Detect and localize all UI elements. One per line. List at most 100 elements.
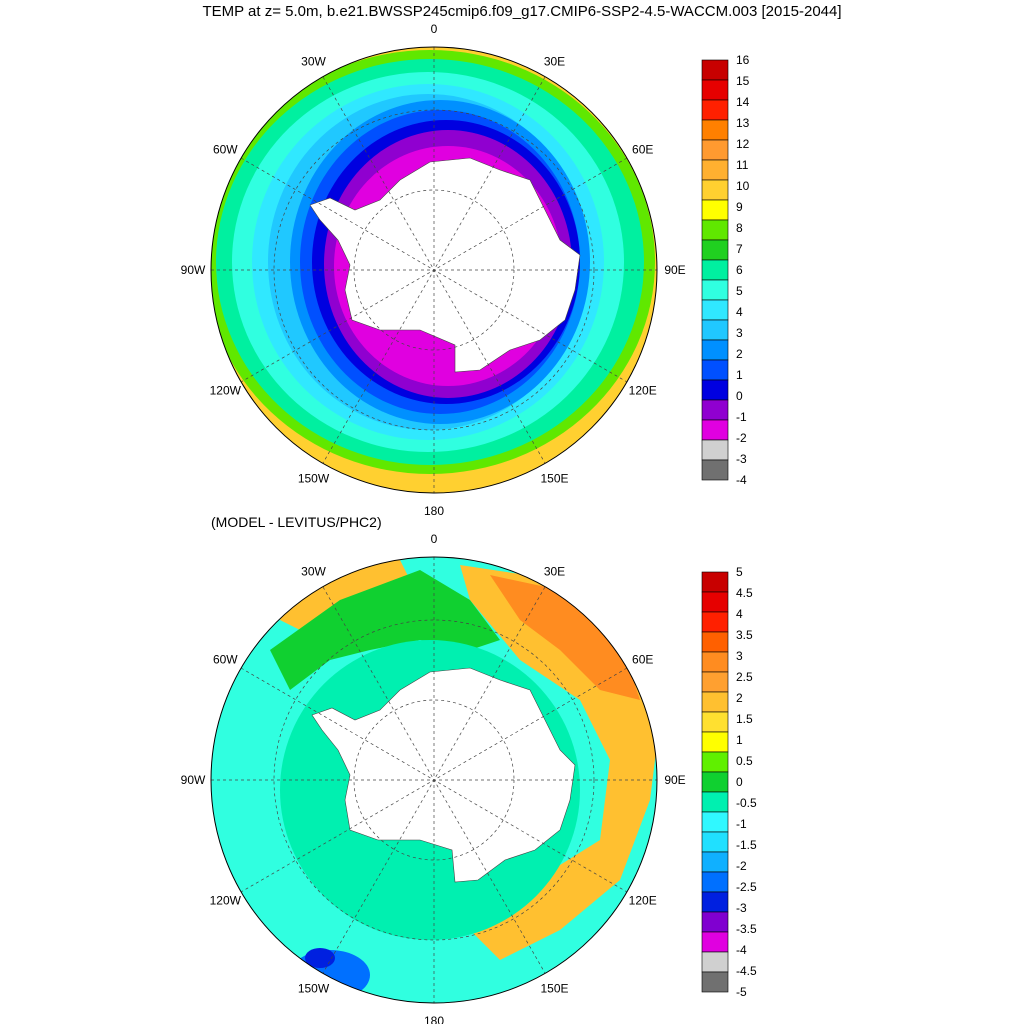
colorbar-tick-label: -4	[736, 943, 747, 957]
colorbar-tick-label: 1	[736, 368, 743, 382]
colorbar-tick-label: 10	[736, 179, 750, 193]
lon-label: 180	[424, 1014, 444, 1024]
lon-label: 120W	[210, 384, 242, 398]
lon-label: 90E	[664, 263, 685, 277]
lon-label: 30W	[301, 564, 326, 578]
colorbar-swatch	[701, 239, 729, 261]
colorbar-tick-label: -3	[736, 901, 747, 915]
lon-label: 0	[431, 532, 438, 546]
colorbar-tick-label: 1.5	[736, 712, 753, 726]
colorbar-swatch	[701, 791, 729, 813]
colorbar-tick-label: 9	[736, 200, 743, 214]
lon-label: 120W	[210, 894, 242, 908]
bottom-polar-map: 0 30E 60E 90E 120E 150E 180 150W 120W 90W 60W 30W	[181, 532, 686, 1024]
bottom-zero-band	[270, 570, 500, 690]
colorbar-tick-label: 0	[736, 389, 743, 403]
bottom-antarctica	[311, 667, 576, 883]
lon-label: 120E	[629, 894, 657, 908]
bottom-cold-core	[305, 948, 335, 968]
top-polar-map: 0 30E 60E 90E 120E 150E 180 150W 120W 90W 60W 30W	[181, 22, 686, 518]
lon-label: 60E	[632, 143, 653, 157]
colorbar-tick-label: -0.5	[736, 796, 757, 810]
lon-label: 30E	[544, 54, 565, 68]
colorbar-swatch	[701, 319, 729, 341]
lon-label: 150E	[540, 472, 568, 486]
colorbar-tick-label: 0.5	[736, 754, 753, 768]
lon-label: 90E	[664, 773, 685, 787]
colorbar-swatch	[701, 199, 729, 221]
colorbar-tick-label: -5	[736, 985, 747, 999]
colorbar-swatch	[701, 99, 729, 121]
colorbar-tick-label: -1	[736, 817, 747, 831]
colorbar-tick-label: -2.5	[736, 880, 757, 894]
colorbar-tick-label: 6	[736, 263, 743, 277]
colorbar-swatch	[701, 891, 729, 913]
colorbar-swatch	[701, 631, 729, 653]
colorbar-swatch	[701, 339, 729, 361]
colorbar-tick-label: -2	[736, 431, 747, 445]
colorbar-swatch	[701, 691, 729, 713]
colorbar-swatch	[701, 771, 729, 793]
colorbar-swatch	[701, 379, 729, 401]
colorbar-swatch	[701, 911, 729, 933]
colorbar-swatch	[701, 279, 729, 301]
colorbar-tick-label: 5	[736, 284, 743, 298]
colorbar-swatch	[701, 439, 729, 461]
lon-label: 30W	[301, 54, 326, 68]
colorbar-tick-label: 4.5	[736, 586, 753, 600]
lon-label: 60E	[632, 653, 653, 667]
colorbar-tick-label: -1	[736, 410, 747, 424]
colorbar-swatch	[701, 931, 729, 953]
colorbar-tick-label: 3	[736, 649, 743, 663]
colorbar-swatch	[701, 811, 729, 833]
lon-label: 60W	[213, 653, 238, 667]
colorbar-tick-label: 4	[736, 305, 743, 319]
lon-label: 60W	[213, 143, 238, 157]
colorbar-swatch	[701, 139, 729, 161]
lon-label: 150E	[540, 982, 568, 996]
colorbar-swatch	[701, 399, 729, 421]
colorbar-swatch	[701, 831, 729, 853]
colorbar-swatch	[701, 359, 729, 381]
colorbar-swatch	[701, 459, 729, 481]
colorbar-swatch	[701, 79, 729, 101]
colorbar-tick-label: 8	[736, 221, 743, 235]
colorbar-tick-label: -4	[736, 473, 747, 487]
colorbar-swatch	[701, 951, 729, 973]
colorbar-tick-label: 16	[736, 53, 750, 67]
colorbar-tick-label: 5	[736, 565, 743, 579]
difference-subtitle: (MODEL - LEVITUS/PHC2)	[211, 514, 382, 530]
colorbar-swatch	[701, 59, 729, 81]
lon-label: 180	[424, 504, 444, 518]
top-antarctica	[309, 157, 581, 373]
colorbar-tick-label: 3.5	[736, 628, 753, 642]
lon-label: 30E	[544, 564, 565, 578]
colorbar-swatch	[701, 259, 729, 281]
colorbar-tick-label: -4.5	[736, 964, 757, 978]
lon-label: 0	[431, 22, 438, 36]
colorbar-swatch	[701, 871, 729, 893]
colorbar-tick-label: 7	[736, 242, 743, 256]
colorbar-tick-label: -1.5	[736, 838, 757, 852]
colorbar-swatch	[701, 671, 729, 693]
lon-label: 90W	[181, 263, 206, 277]
colorbar-swatch	[701, 751, 729, 773]
colorbar-swatch	[701, 179, 729, 201]
colorbar-swatch	[701, 591, 729, 613]
colorbar-tick-label: 0	[736, 775, 743, 789]
colorbar-tick-label: 2	[736, 347, 743, 361]
colorbar-tick-label: 15	[736, 74, 750, 88]
colorbar-tick-label: 2	[736, 691, 743, 705]
lon-label: 90W	[181, 773, 206, 787]
bottom-strong-anomaly-east	[490, 575, 640, 700]
lon-label: 150W	[298, 472, 330, 486]
colorbar-swatch	[701, 219, 729, 241]
colorbar-tick-label: 1	[736, 733, 743, 747]
lon-label: 150W	[298, 982, 330, 996]
colorbar-swatch	[701, 571, 729, 593]
colorbar-swatch	[701, 159, 729, 181]
colorbar-tick-label: 11	[736, 158, 749, 172]
bottom-colorbar: 5 4.5 4 3.5 3 2.5 2 1.5 1 0.5 0 -0.5 -1 -1.5 -2 -2.5 -3 -…	[701, 565, 757, 999]
colorbar-swatch	[701, 299, 729, 321]
